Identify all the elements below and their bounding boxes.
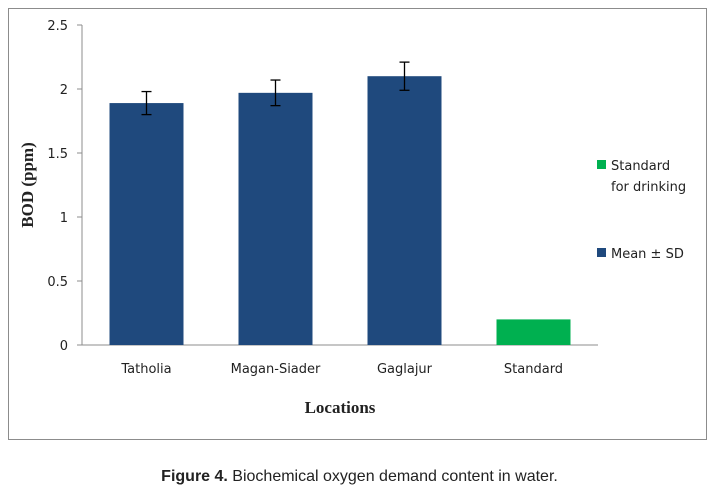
caption-text: Biochemical oxygen demand content in wat… (227, 468, 558, 485)
y-tick-label: 2.5 (47, 19, 68, 34)
legend-label: Mean ± SD (611, 247, 684, 262)
y-tick-label: 0 (60, 339, 68, 354)
bar-magan-siader (238, 92, 313, 345)
y-tick-label: 0.5 (47, 275, 68, 290)
x-axis-title: Locations (305, 398, 376, 417)
figure-caption: Figure 4. Biochemical oxygen demand cont… (0, 468, 719, 486)
legend-label: for drinking (611, 180, 686, 195)
chart-frame (8, 8, 707, 440)
y-tick-label: 1 (60, 211, 68, 226)
bar-tatholia (109, 103, 184, 345)
bar-gaglajur (367, 76, 442, 345)
legend-swatch-mean (597, 248, 606, 257)
bar-chart: 0 0.5 1 1.5 2 2.5 Tatholia Magan-Siader Gaglajur… (18, 19, 686, 417)
x-tick-label: Tatholia (120, 362, 171, 377)
y-tick-label: 1.5 (47, 147, 68, 162)
x-tick-label: Magan-Siader (231, 362, 321, 377)
y-axis-title: BOD (ppm) (18, 142, 37, 227)
bar-standard (496, 319, 571, 345)
caption-label: Figure 4. (161, 468, 228, 485)
x-tick-label: Gaglajur (377, 362, 433, 377)
y-tick-label: 2 (60, 83, 68, 98)
legend-label: Standard (611, 159, 670, 174)
x-tick-label: Standard (504, 362, 563, 377)
legend-swatch-standard (597, 160, 606, 169)
